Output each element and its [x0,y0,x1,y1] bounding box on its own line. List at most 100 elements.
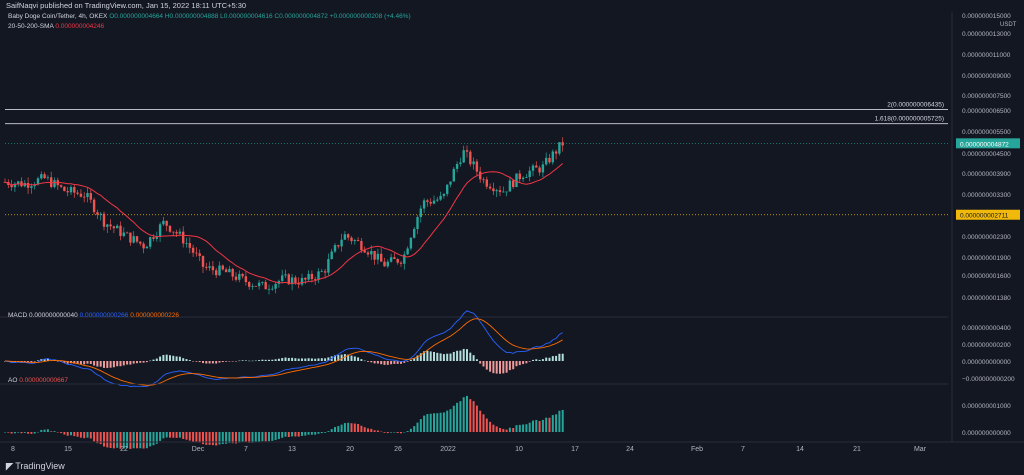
macd-histogram-bar [112,361,115,368]
macd-histogram-bar [159,356,162,361]
time-tick-label: 24 [626,446,634,453]
ao-histogram-bar [122,432,125,449]
price-tick-label: 0.000000003900 [962,171,1011,178]
brand-text: TradingView [15,461,65,471]
candle-body [518,173,521,180]
macd-histogram-bar [386,361,389,365]
macd-histogram-bar [268,359,270,361]
candle-body [132,236,135,243]
ao-histogram-bar [340,424,343,432]
candle-body [416,217,419,229]
time-tick-label: 26 [394,446,402,453]
macd-histogram-bar [367,361,369,362]
ao-histogram-bar [33,432,36,434]
candle-body [63,186,66,192]
candle-body [231,268,234,277]
ao-histogram-bar [297,432,300,437]
macd-histogram-bar [182,358,185,361]
macd-histogram-bar [119,361,122,367]
ao-histogram-bar [241,432,244,443]
candle-body [274,283,277,289]
ao-histogram-bar [182,432,185,440]
candle-body [281,275,284,281]
ao-histogram-bar [208,432,211,445]
macd-histogram-bar [103,361,105,368]
candle-body [323,271,327,273]
macd-histogram-bar [469,352,472,361]
candle-body [271,288,274,290]
candle-body [521,177,525,180]
ao-tick-label: 0.000000000000 [962,430,1011,437]
candle-body [380,253,383,262]
price-tick-label: 0.000000013000 [962,31,1011,38]
macd-histogram-bar [294,358,297,361]
macd-histogram-bar [551,356,554,361]
candle-body [525,177,528,178]
macd-histogram-bar [416,355,419,361]
candle-body [495,190,498,192]
symbol-title: Baby Doge Coin/Tether, 4h, OKEX [8,13,108,20]
ao-histogram-bar [112,432,115,449]
fib-label: 2(0.000000006435) [887,101,944,108]
price-tick-label: 0.000000001600 [962,273,1011,280]
ao-histogram-bar [363,427,366,432]
ao-histogram-bar [50,431,53,432]
ao-histogram-bar [449,409,452,432]
price-tick-label: 0.000000002300 [962,234,1011,241]
candle-body [446,184,449,194]
macd-histogram-bar [456,350,459,361]
macd-histogram-bar [406,361,409,362]
macd-histogram-bar [479,361,482,364]
candle-body [363,250,366,253]
time-tick-label: Feb [691,446,703,453]
ao-histogram-bar [416,422,419,432]
candle-body [10,185,13,188]
macd-histogram-bar [350,355,353,361]
macd-histogram-bar [274,359,277,361]
candle-body [548,157,551,163]
candle-body [376,253,380,260]
macd-histogram-bar [446,353,449,361]
time-axis: 8 15 22 Dec 7 13 20 26 2022 10 17 24 Feb 7 14 21 Mar [0,441,1024,453]
ao-histogram-bar [393,432,396,433]
ao-histogram-bar [541,419,544,432]
macd-histogram-bar [106,361,109,368]
candle-body [502,191,505,193]
macd-histogram-bar [324,358,327,361]
macd-histogram-bar [495,361,498,374]
ao-histogram-bar [466,395,468,432]
ao-histogram-bar [525,424,528,432]
macd-histogram-bar [307,358,310,361]
ao-histogram-bar [159,432,162,441]
quote-unit-label: USDT [1000,22,1017,28]
candle-body [221,265,224,270]
ao-histogram-bar [235,432,237,444]
ao-histogram-bar [452,405,455,432]
candle-body [317,271,320,280]
ao-histogram-bar [492,424,495,432]
candle-body [472,161,475,165]
candle-body [287,274,290,285]
macd-histogram-bar [66,361,69,364]
macd-histogram-bar [96,361,99,367]
ao-histogram-bar [149,432,152,447]
macd-histogram-bar [340,354,343,361]
macd-histogram-bar [502,361,505,374]
macd-histogram-bar [33,361,36,362]
macd-histogram-bar [46,358,49,361]
price-chart[interactable]: 2(0.000000006435) 1.618(0.000000005725) 0… [0,12,1024,458]
macd-histogram-bar [317,358,320,361]
macd-value-1: 0.000000000040 [28,312,78,319]
macd-histogram-bar [433,351,435,361]
ao-histogram-bar [475,405,478,432]
candle-body [366,252,370,255]
ao-histogram-bar [139,432,142,449]
publisher-bar: SaifNaqvi published on TradingView.com, … [0,0,1024,12]
candle-body [432,200,436,204]
ao-histogram-bar [70,432,72,436]
ao-histogram-bar [13,432,16,434]
ao-histogram-bar [442,412,445,432]
ao-histogram-bar [436,413,439,432]
time-tick-label: Dec [192,446,205,453]
ao-histogram-bar [251,432,254,443]
